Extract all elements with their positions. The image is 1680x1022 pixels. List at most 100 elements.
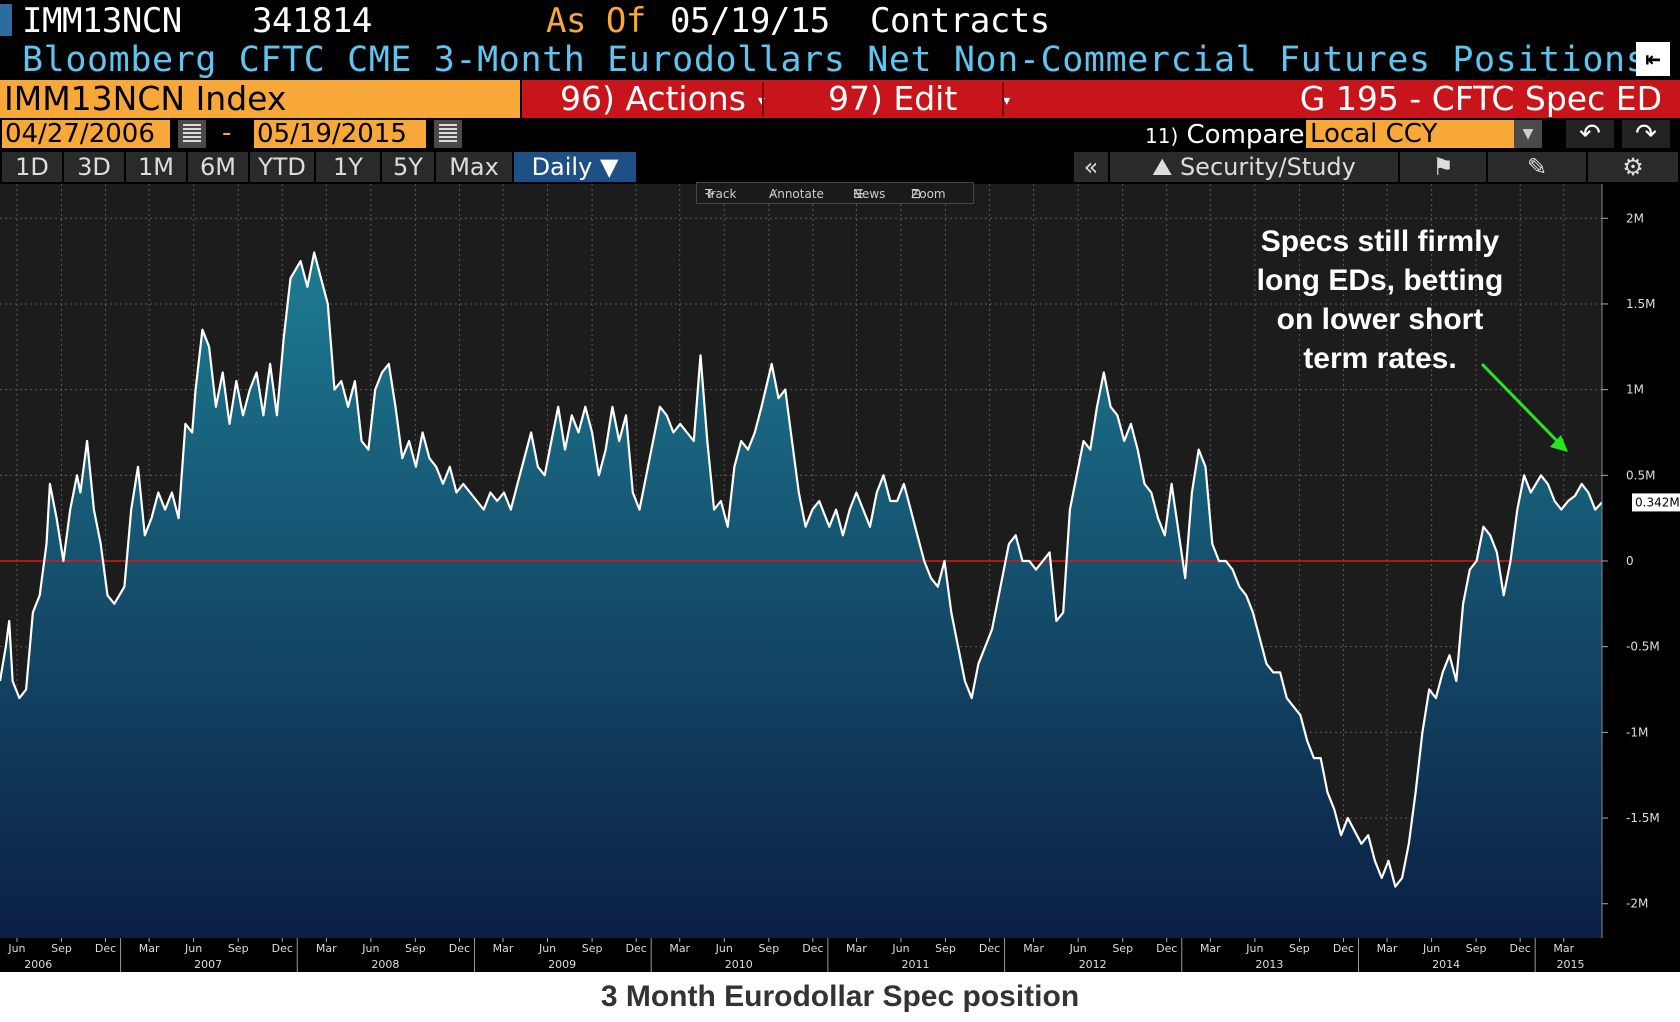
security-study-button[interactable]: ⛰ Security/Study [1110, 152, 1398, 182]
x-tick-label: Jun [538, 942, 556, 955]
y-tick-label: -1M [1626, 725, 1648, 739]
collapse-button[interactable]: « [1074, 152, 1108, 182]
edit-chart-icon[interactable]: ✎ [1488, 152, 1586, 182]
tab-1m[interactable]: 1M [126, 152, 186, 182]
x-tick-label: Dec [1156, 942, 1177, 955]
x-tick-label: Dec [449, 942, 470, 955]
x-tick-label: Dec [272, 942, 293, 955]
title-bar: Bloomberg CFTC CME 3-Month Eurodollars N… [0, 40, 1680, 80]
annotation-line: term rates. [1303, 342, 1457, 375]
x-tick-label: Mar [139, 942, 160, 955]
x-tick-label: Sep [1466, 942, 1487, 955]
compare-label: Compare [1186, 120, 1305, 150]
x-tick-label: Dec [979, 942, 1000, 955]
end-date-field[interactable]: 05/19/2015 [254, 120, 426, 148]
calendar-icon[interactable] [434, 120, 462, 148]
compare-number: 11) [1145, 124, 1179, 148]
x-year-label: 2009 [548, 958, 576, 971]
chevron-down-icon: ▾ [1003, 92, 1011, 109]
track-label: Track [705, 187, 737, 201]
x-year-label: 2008 [371, 958, 399, 971]
period-tabs: 1D 3D 1M 6M YTD 1Y 5Y Max Daily ▼ « ⛰ Se… [0, 150, 1680, 184]
actions-button[interactable]: 96) Actions ▾ [560, 80, 765, 118]
last-value-marker [1632, 493, 1680, 512]
annotation-line: Specs still firmly [1260, 225, 1500, 258]
command-band: 96) Actions ▾ 97) Edit ▾ G 195 - CFTC Spec… [522, 80, 1680, 118]
chart-icon: ⛰ [1152, 153, 1173, 181]
x-tick-label: Mar [1553, 942, 1574, 955]
redo-icon[interactable]: ↷ [1622, 120, 1670, 148]
x-tick-label: Sep [758, 942, 779, 955]
x-tick-label: Sep [935, 942, 956, 955]
x-tick-label: Mar [669, 942, 690, 955]
zoom-label: Zoom [911, 187, 946, 201]
last-value-label: 0.342M [1635, 495, 1680, 509]
x-year-label: 2013 [1255, 958, 1283, 971]
tab-1y[interactable]: 1Y [316, 152, 380, 182]
x-axis: Jun Sep Dec Mar Jun Sep Dec Mar Jun Sep Dec Mar Jun S… [0, 938, 1680, 972]
gear-icon[interactable]: ⚙ [1588, 152, 1678, 182]
currency-select[interactable]: Local CCY [1306, 120, 1514, 148]
crosshair-icon: ✛ [705, 187, 716, 201]
x-tick-label: Sep [582, 942, 603, 955]
chevron-down-icon[interactable]: ▼ [1514, 120, 1542, 148]
tab-ytd[interactable]: YTD [250, 152, 314, 182]
area-chart[interactable]: 2M 1.5M 1M 0.5M 0 -0.5M -1M -1.5M -2M 0.342M Jun S… [0, 184, 1680, 972]
compare-button[interactable]: 11) Compare [1145, 120, 1304, 150]
x-tick-label: Jun [184, 942, 202, 955]
security-field[interactable]: IMM13NCN Index [0, 80, 520, 118]
x-tick-label: Dec [626, 942, 647, 955]
x-tick-label: Mar [1377, 942, 1398, 955]
x-tick-label: Dec [95, 942, 116, 955]
tab-6m[interactable]: 6M [188, 152, 248, 182]
series-area [0, 252, 1602, 938]
chart-annotation: Specs still firmly long EDs, betting on … [1225, 222, 1535, 378]
header-accent [0, 4, 12, 36]
date-range-bar: 04/27/2006 - 05/19/2015 11) Compare Loca… [0, 118, 1680, 150]
x-tick-label: Jun [7, 942, 25, 955]
y-tick-label: -1.5M [1626, 811, 1660, 825]
tab-3d[interactable]: 3D [64, 152, 124, 182]
x-year-label: 2011 [901, 958, 929, 971]
pencil-icon: ⟋ [769, 187, 778, 201]
annotation-arrow [1480, 362, 1568, 452]
chart-area[interactable]: 2M 1.5M 1M 0.5M 0 -0.5M -1M -1.5M -2M 0.342M Jun S… [0, 184, 1680, 972]
x-tick-label: Sep [1289, 942, 1310, 955]
divider [762, 82, 764, 116]
news-icon: ☰ [853, 187, 864, 201]
arrow-shaft [1480, 362, 1562, 446]
x-tick-label: Sep [51, 942, 72, 955]
edit-label: 97) Edit [828, 79, 958, 118]
edit-button[interactable]: 97) Edit ▾ [828, 80, 1010, 118]
annotation-line: long EDs, betting [1256, 264, 1504, 297]
export-icon[interactable]: ⇤ [1636, 42, 1670, 76]
tab-max[interactable]: Max [436, 152, 512, 182]
flag-icon[interactable]: ⚑ [1400, 152, 1486, 182]
undo-icon[interactable]: ↶ [1566, 120, 1614, 148]
y-axis-panel [1602, 184, 1680, 972]
y-tick-label: -2M [1626, 897, 1648, 911]
x-tick-label: Jun [891, 942, 909, 955]
start-date-field[interactable]: 04/27/2006 [2, 120, 170, 148]
news-label: News [853, 187, 886, 201]
arrow-head [1550, 435, 1568, 452]
x-tick-label: Dec [802, 942, 823, 955]
frequency-select[interactable]: Daily ▼ [514, 152, 636, 182]
chart-caption: 3 Month Eurodollar Spec position [0, 972, 1680, 1022]
tab-1d[interactable]: 1D [2, 152, 62, 182]
series-line [0, 251, 1603, 888]
y-tick-label: 0 [1626, 554, 1634, 568]
x-tick-label: Sep [1112, 942, 1133, 955]
calendar-icon[interactable] [178, 120, 206, 148]
x-tick-label: Mar [846, 942, 867, 955]
x-tick-label: Jun [715, 942, 733, 955]
annotation-line: on lower short [1276, 303, 1484, 336]
y-tick-label: 1M [1626, 383, 1644, 397]
tab-5y[interactable]: 5Y [382, 152, 434, 182]
chart-toolbar: ✛ Track ⟋ Annotate ☰ News ⊟ Zoom [696, 182, 974, 204]
x-tick-label: Jun [1422, 942, 1440, 955]
divider [1002, 82, 1004, 116]
x-tick-label: Jun [1069, 942, 1087, 955]
x-tick-label: Dec [1333, 942, 1354, 955]
zoom-icon: ⊟ [911, 187, 922, 201]
